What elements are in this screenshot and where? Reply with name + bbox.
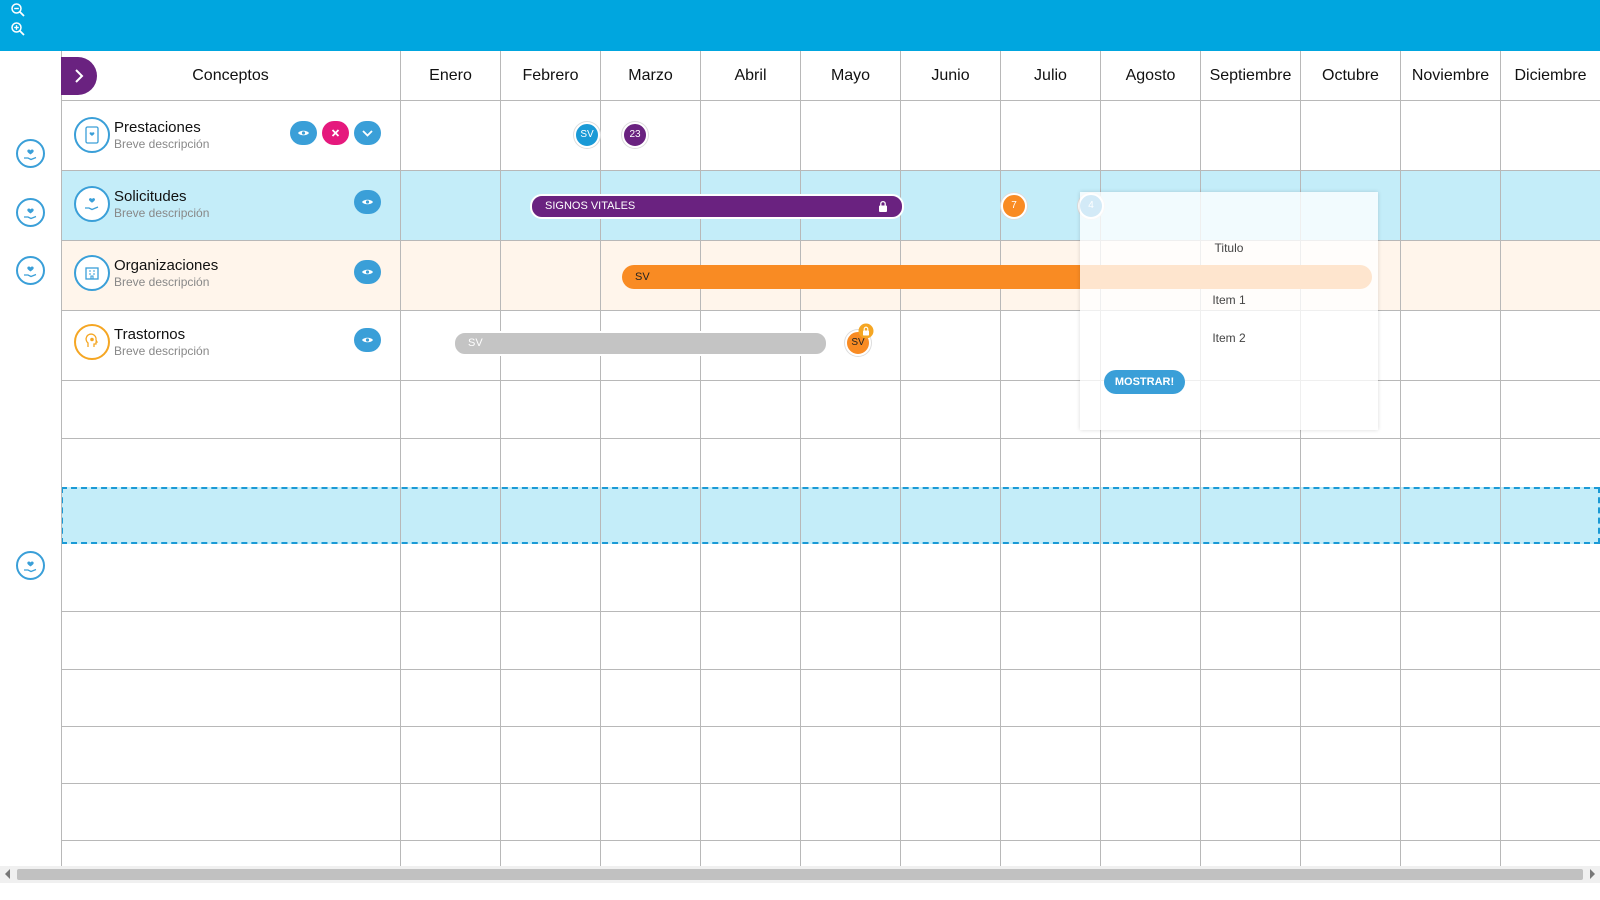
drop-zone-row[interactable]	[61, 487, 1600, 544]
head-icon	[74, 324, 110, 360]
event-bar-signos-vitales[interactable]: SIGNOS VITALES	[530, 194, 904, 219]
view-button[interactable]	[290, 121, 317, 145]
side-hand-heart-icon[interactable]	[16, 256, 45, 285]
lock-icon	[858, 323, 874, 339]
month-header-enero: Enero	[429, 67, 472, 84]
event-dot[interactable]: 23	[622, 122, 648, 148]
grid-line	[61, 170, 1600, 171]
grid-line	[1200, 51, 1201, 884]
concept-name: Solicitudes	[114, 188, 187, 205]
concept-name: Prestaciones	[114, 119, 201, 136]
concept-description: Breve descripción	[114, 275, 210, 289]
month-header-abril: Abril	[734, 67, 767, 84]
grid-line	[61, 380, 1600, 381]
grid-line	[61, 726, 1600, 727]
grid-line	[61, 51, 62, 884]
grid-line	[61, 100, 1600, 101]
concepts-header: Conceptos	[192, 67, 269, 84]
side-hand-heart-icon[interactable]	[16, 198, 45, 227]
month-header-marzo: Marzo	[628, 67, 673, 84]
event-bar-label: SIGNOS VITALES	[545, 200, 636, 212]
side-hand-heart-icon[interactable]	[16, 551, 45, 580]
grid-line	[61, 310, 1600, 311]
grid-line	[900, 51, 901, 884]
grid-line	[1500, 51, 1501, 884]
popup-item[interactable]: Item 2	[1212, 331, 1246, 345]
left-gutter	[0, 51, 61, 884]
event-dot[interactable]: SV	[845, 330, 871, 356]
month-header-julio: Julio	[1034, 67, 1067, 84]
grid-line	[61, 438, 1600, 439]
month-header-noviembre: Noviembre	[1411, 67, 1490, 84]
event-dot[interactable]: 7	[1001, 193, 1027, 219]
grid-line	[500, 51, 501, 884]
view-button[interactable]	[354, 260, 381, 284]
month-header-octubre: Octubre	[1322, 67, 1379, 84]
expand-down-button[interactable]	[354, 121, 381, 145]
side-hand-heart-icon[interactable]	[16, 139, 45, 168]
top-toolbar	[0, 0, 1600, 51]
document-heart-icon	[74, 117, 110, 153]
grid-line	[61, 240, 1600, 241]
concept-name: Organizaciones	[114, 257, 219, 274]
grid-line	[1400, 51, 1401, 884]
event-dot[interactable]: SV	[574, 122, 600, 148]
scrollbar-thumb[interactable]	[17, 869, 1583, 880]
grid-line	[1300, 51, 1301, 884]
month-header-junio: Junio	[931, 67, 970, 84]
view-button[interactable]	[354, 328, 381, 352]
month-header-mayo: Mayo	[830, 67, 871, 84]
bottom-strip	[0, 883, 1600, 900]
grid-line	[1100, 51, 1101, 884]
month-header-agosto: Agosto	[1125, 67, 1176, 84]
grid-line	[61, 611, 1600, 612]
grid-line	[700, 51, 701, 884]
timeline-grid: Conceptos Enero Febrero Marzo Abril Mayo…	[61, 51, 1600, 884]
popup-item[interactable]: Item 1	[1212, 293, 1246, 307]
concept-description: Breve descripción	[114, 206, 210, 220]
grid-line	[600, 51, 601, 884]
scroll-right-icon[interactable]	[1590, 869, 1595, 879]
zoom-out-icon[interactable]	[10, 2, 26, 18]
grid-line	[61, 783, 1600, 784]
hand-heart-icon	[74, 186, 110, 222]
grid-line	[400, 51, 401, 884]
event-popup: Titulo Item 1 Item 2 MOSTRAR!	[1080, 192, 1378, 430]
grid-line	[61, 669, 1600, 670]
concept-description: Breve descripción	[114, 137, 210, 151]
month-header-febrero: Febrero	[522, 67, 579, 84]
expand-button[interactable]	[61, 57, 97, 95]
grid-line	[800, 51, 801, 884]
lock-icon	[879, 200, 887, 212]
building-icon	[74, 255, 110, 291]
event-bar-sv-disabled[interactable]: SV	[453, 331, 828, 356]
view-button[interactable]	[354, 190, 381, 214]
month-header-diciembre: Diciembre	[1514, 67, 1587, 84]
popup-title: Titulo	[1214, 241, 1244, 255]
grid-line	[61, 840, 1600, 841]
horizontal-scrollbar[interactable]	[0, 866, 1600, 883]
concept-description: Breve descripción	[114, 344, 210, 358]
delete-button[interactable]	[322, 121, 349, 145]
concept-name: Trastornos	[114, 326, 186, 343]
grid-line	[1000, 51, 1001, 884]
show-button[interactable]: MOSTRAR!	[1104, 370, 1185, 394]
zoom-in-icon[interactable]	[10, 21, 26, 37]
scroll-left-icon[interactable]	[5, 869, 10, 879]
month-header-septiembre: Septiembre	[1209, 67, 1292, 84]
